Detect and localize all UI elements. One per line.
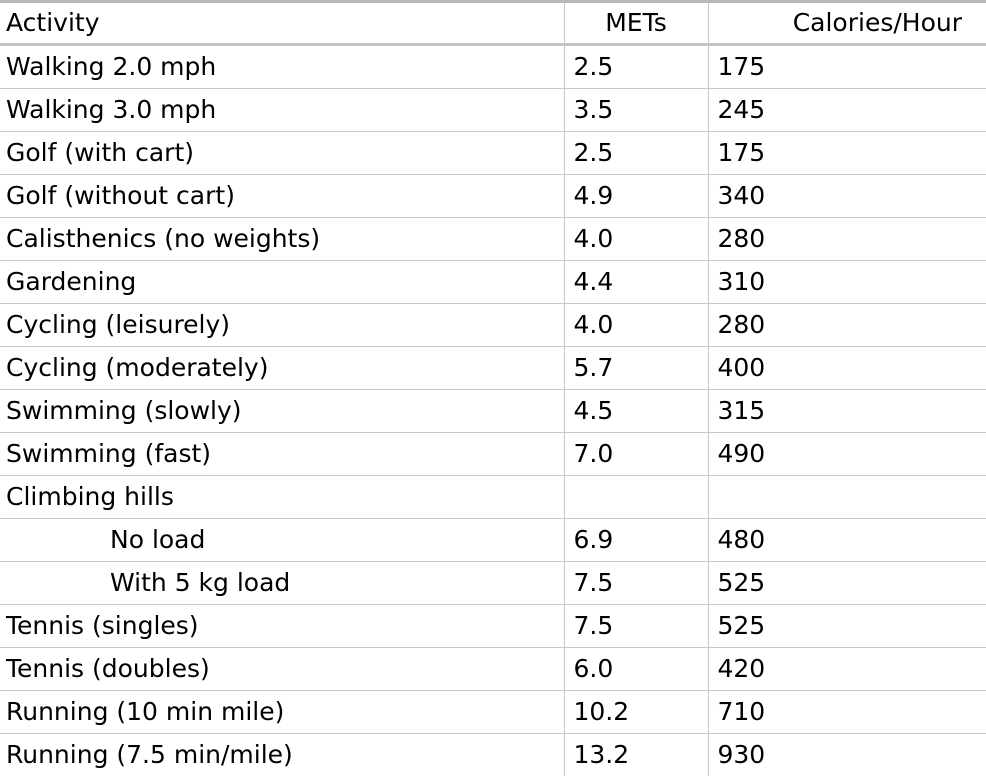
table-row[interactable]: Gardening 4.4 310	[0, 261, 986, 304]
calories-cell: 245	[708, 89, 986, 132]
table-row[interactable]: Calisthenics (no weights) 4.0 280	[0, 218, 986, 261]
table-body: Walking 2.0 mph 2.5 175 Walking 3.0 mph …	[0, 45, 986, 776]
table-row[interactable]: Golf (with cart) 2.5 175	[0, 132, 986, 175]
calories-cell: 175	[708, 45, 986, 89]
table-row[interactable]: With 5 kg load 7.5 525	[0, 562, 986, 605]
column-header-calories[interactable]: Calories/Hour	[708, 3, 986, 45]
activity-cell: Cycling (leisurely)	[0, 304, 564, 347]
mets-cell: 4.5	[564, 390, 708, 433]
activity-calorie-table: Activity METs Calories/Hour Walking 2.0 …	[0, 3, 986, 776]
mets-cell: 5.7	[564, 347, 708, 390]
activity-cell: Tennis (singles)	[0, 605, 564, 648]
table-row[interactable]: No load 6.9 480	[0, 519, 986, 562]
calories-cell: 525	[708, 562, 986, 605]
activity-cell: Walking 3.0 mph	[0, 89, 564, 132]
activity-cell: Golf (with cart)	[0, 132, 564, 175]
table-header-row: Activity METs Calories/Hour	[0, 3, 986, 45]
mets-cell: 2.5	[564, 45, 708, 89]
activity-cell: Golf (without cart)	[0, 175, 564, 218]
mets-cell: 10.2	[564, 691, 708, 734]
mets-cell	[564, 476, 708, 519]
mets-cell: 2.5	[564, 132, 708, 175]
mets-cell: 6.9	[564, 519, 708, 562]
table-row[interactable]: Climbing hills	[0, 476, 986, 519]
mets-cell: 7.0	[564, 433, 708, 476]
table-row[interactable]: Tennis (doubles) 6.0 420	[0, 648, 986, 691]
calories-cell: 930	[708, 734, 986, 776]
table-row[interactable]: Running (10 min mile) 10.2 710	[0, 691, 986, 734]
activity-cell: Running (7.5 min/mile)	[0, 734, 564, 776]
activity-cell: Calisthenics (no weights)	[0, 218, 564, 261]
calories-cell: 315	[708, 390, 986, 433]
calories-cell: 710	[708, 691, 986, 734]
calories-cell	[708, 476, 986, 519]
mets-cell: 7.5	[564, 605, 708, 648]
calories-cell: 400	[708, 347, 986, 390]
calories-cell: 280	[708, 218, 986, 261]
mets-cell: 4.0	[564, 218, 708, 261]
mets-cell: 3.5	[564, 89, 708, 132]
column-header-activity[interactable]: Activity	[0, 3, 564, 45]
table-row[interactable]: Swimming (fast) 7.0 490	[0, 433, 986, 476]
calories-cell: 340	[708, 175, 986, 218]
mets-cell: 4.0	[564, 304, 708, 347]
table-row[interactable]: Walking 3.0 mph 3.5 245	[0, 89, 986, 132]
activity-cell: Climbing hills	[0, 476, 564, 519]
activity-cell: Walking 2.0 mph	[0, 45, 564, 89]
mets-cell: 13.2	[564, 734, 708, 776]
calories-cell: 480	[708, 519, 986, 562]
calories-cell: 490	[708, 433, 986, 476]
calories-cell: 280	[708, 304, 986, 347]
calories-cell: 175	[708, 132, 986, 175]
activity-cell: Tennis (doubles)	[0, 648, 564, 691]
activity-cell: Cycling (moderately)	[0, 347, 564, 390]
calories-cell: 420	[708, 648, 986, 691]
activity-cell: Running (10 min mile)	[0, 691, 564, 734]
activity-cell: With 5 kg load	[0, 562, 564, 605]
mets-cell: 4.9	[564, 175, 708, 218]
calories-cell: 310	[708, 261, 986, 304]
mets-cell: 4.4	[564, 261, 708, 304]
table-row[interactable]: Tennis (singles) 7.5 525	[0, 605, 986, 648]
mets-cell: 7.5	[564, 562, 708, 605]
table-row[interactable]: Golf (without cart) 4.9 340	[0, 175, 986, 218]
mets-cell: 6.0	[564, 648, 708, 691]
calories-cell: 525	[708, 605, 986, 648]
activity-cell: Swimming (fast)	[0, 433, 564, 476]
table-row[interactable]: Running (7.5 min/mile) 13.2 930	[0, 734, 986, 776]
table-row[interactable]: Cycling (moderately) 5.7 400	[0, 347, 986, 390]
activity-cell: Swimming (slowly)	[0, 390, 564, 433]
activity-cell: No load	[0, 519, 564, 562]
table-row[interactable]: Cycling (leisurely) 4.0 280	[0, 304, 986, 347]
activity-cell: Gardening	[0, 261, 564, 304]
table-row[interactable]: Swimming (slowly) 4.5 315	[0, 390, 986, 433]
table-row[interactable]: Walking 2.0 mph 2.5 175	[0, 45, 986, 89]
column-header-mets[interactable]: METs	[564, 3, 708, 45]
